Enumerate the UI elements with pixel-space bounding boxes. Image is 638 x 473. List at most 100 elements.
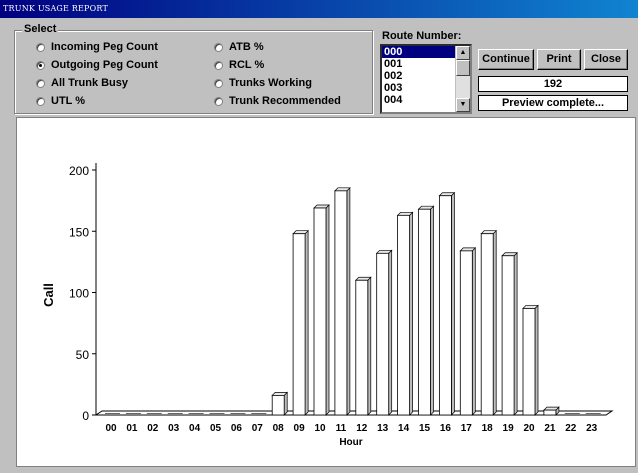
count-value-field: 192 (478, 76, 628, 92)
radio-label: ATB % (229, 41, 264, 53)
y-tick-label: 100 (69, 287, 89, 301)
bar (313, 207, 327, 416)
x-tick-label: 09 (294, 423, 306, 434)
radio-indicator (214, 96, 223, 106)
radio-atb-percent[interactable]: ATB % (214, 41, 264, 53)
x-tick-label: 06 (231, 423, 243, 434)
radio-indicator (36, 60, 45, 70)
bar (459, 250, 473, 416)
x-tick-label: 04 (189, 423, 201, 434)
bar-top (543, 406, 560, 411)
bar-top (313, 204, 330, 209)
x-axis-label: Hour (339, 437, 362, 448)
route-number-listbox[interactable]: 000 001 002 003 004 ▲ ▼ (380, 44, 472, 114)
window-title: TRUNK USAGE REPORT (0, 0, 638, 18)
bar-side (346, 186, 351, 416)
radio-all-trunk-busy[interactable]: All Trunk Busy (36, 77, 128, 89)
bar (522, 308, 536, 416)
route-number-label: Route Number: (382, 30, 462, 42)
bar-side (492, 229, 497, 416)
bar-top (459, 247, 477, 252)
route-option[interactable]: 000 (382, 46, 456, 58)
print-button[interactable]: Print (537, 49, 581, 70)
bar-top (354, 276, 372, 281)
route-option[interactable]: 004 (384, 94, 403, 106)
route-option[interactable]: 003 (384, 82, 403, 94)
radio-incoming-peg-count[interactable]: Incoming Peg Count (36, 41, 158, 53)
bar (271, 394, 285, 416)
bar (355, 279, 369, 416)
x-tick-label: 16 (440, 423, 452, 434)
radio-label: Trunk Recommended (229, 95, 341, 107)
radio-label: UTL % (51, 95, 86, 107)
x-tick-label: 08 (273, 423, 285, 434)
status-field: Preview complete... (478, 95, 628, 111)
bar-side (409, 211, 413, 416)
bar-top (480, 230, 498, 235)
bar (397, 214, 411, 416)
bar-top (396, 211, 414, 216)
route-option[interactable]: 001 (384, 58, 403, 70)
select-groupbox (14, 30, 373, 114)
bar-side (325, 204, 330, 416)
x-tick-label: 18 (482, 423, 494, 434)
bar (292, 233, 306, 416)
bar-side (430, 205, 434, 416)
x-tick-label: 17 (461, 423, 473, 434)
bar (480, 233, 494, 416)
chart-panel: Call Hour 0 50 100 150 200 00 01 02 03 04 05 06 07 0… (16, 117, 636, 467)
select-label: Select (22, 23, 59, 35)
y-tick-label: 0 (82, 409, 89, 423)
radio-indicator (214, 42, 223, 52)
y-tick-label: 50 (76, 348, 90, 362)
radio-utl-percent[interactable]: UTL % (36, 95, 85, 107)
bar-top (271, 392, 289, 396)
route-option[interactable]: 002 (384, 70, 403, 82)
radio-trunks-working[interactable]: Trunks Working (214, 77, 312, 89)
radio-label: Trunks Working (229, 77, 312, 89)
bar-side (283, 391, 288, 416)
bar-top (292, 230, 309, 235)
x-tick-label: 23 (586, 423, 598, 434)
bar-chart: Call Hour 0 50 100 150 200 00 01 02 03 04 05 06 07 0… (41, 163, 614, 448)
x-tick-label: 12 (356, 423, 368, 434)
radio-label: Outgoing Peg Count (51, 59, 158, 71)
x-tick-label: 01 (126, 423, 138, 434)
x-tick-label: 03 (168, 423, 180, 434)
bar-side (534, 304, 539, 416)
bar-top (417, 205, 435, 210)
radio-indicator (36, 42, 45, 52)
x-tick-label: 11 (336, 423, 347, 434)
radio-outgoing-peg-count[interactable]: Outgoing Peg Count (36, 59, 158, 71)
continue-button[interactable]: Continue (478, 49, 534, 70)
x-tick-label: 14 (398, 423, 410, 434)
bar-side (367, 276, 372, 416)
radio-trunk-recommended[interactable]: Trunk Recommended (214, 95, 341, 107)
bar-top (438, 192, 456, 197)
scroll-up-arrow-icon[interactable]: ▲ (456, 46, 470, 60)
x-tick-label: 13 (377, 423, 389, 434)
radio-label: All Trunk Busy (51, 77, 129, 89)
x-tick-label: 02 (147, 423, 159, 434)
bar (543, 409, 557, 416)
y-tick-label: 200 (69, 164, 89, 178)
radio-indicator (214, 78, 223, 88)
scroll-down-arrow-icon[interactable]: ▼ (456, 98, 470, 112)
radio-label: RCL % (229, 59, 265, 71)
y-tick-label: 150 (69, 225, 89, 239)
scroll-thumb[interactable] (456, 60, 470, 76)
radio-rcl-percent[interactable]: RCL % (214, 59, 264, 71)
x-tick-label: 07 (252, 423, 264, 434)
bar (334, 190, 348, 416)
bar-top (522, 305, 539, 309)
x-tick-label: 00 (105, 423, 117, 434)
route-scrollbar[interactable]: ▲ ▼ (455, 46, 470, 112)
close-button[interactable]: Close (584, 49, 628, 70)
bar-side (471, 247, 476, 416)
bar-top (375, 249, 393, 254)
radio-label: Incoming Peg Count (51, 41, 158, 53)
radio-indicator (36, 96, 45, 106)
x-tick-label: 21 (544, 423, 556, 434)
bar (438, 195, 452, 416)
x-tick-label: 05 (210, 423, 222, 434)
